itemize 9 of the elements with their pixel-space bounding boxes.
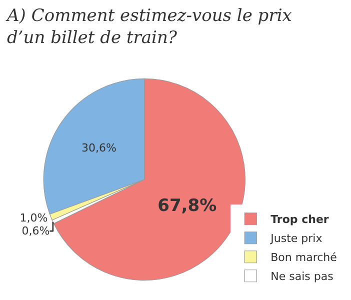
data-label: 0,6% (22, 224, 50, 238)
data-label: 67,8% (158, 196, 217, 216)
chart-title: A) Comment estimez-vous le prix d’un billet de train? (5, 6, 292, 48)
data-label: 1,0% (20, 212, 48, 225)
legend-label: Trop cher (270, 213, 330, 226)
legend-label: Ne sais pas (270, 270, 334, 284)
legend-label: Juste prix (270, 232, 323, 246)
data-label: 30,6% (82, 141, 116, 154)
legend-label: Bon marché (270, 251, 338, 264)
